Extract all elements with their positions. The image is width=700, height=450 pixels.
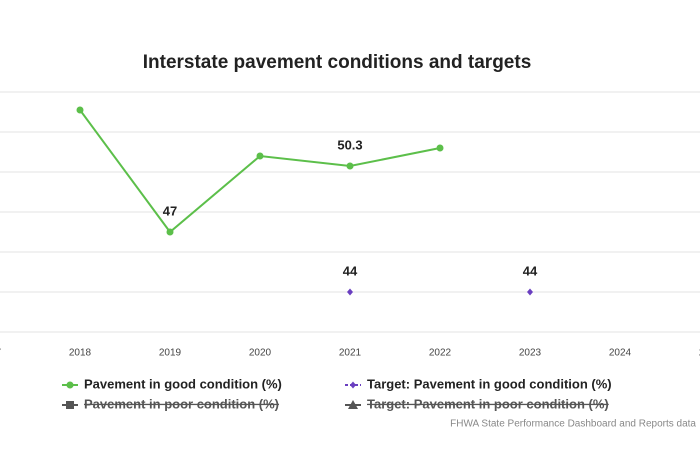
point [256,152,264,160]
legend-marker [350,381,356,389]
point [436,144,444,152]
data-label: 47 [163,203,177,218]
data-label: 44 [343,263,358,278]
legend-item[interactable]: Target: Pavement in poor condition (%) [345,396,609,411]
data-label: 44 [523,263,538,278]
x-tick-label: 2025 [699,348,700,359]
x-tick-label: 2020 [249,348,272,359]
point [76,106,84,114]
x-tick-label: 2019 [159,348,182,359]
x-tick-label: 2017 [0,348,2,359]
legend-item[interactable]: Target: Pavement in good condition (%) [345,376,612,391]
point [527,288,533,296]
legend-marker [66,401,74,409]
x-tick-label: 2018 [69,348,92,359]
data-label: 50.3 [337,137,362,152]
legend-marker [348,400,358,409]
x-tick-label: 2024 [609,348,632,359]
legend-item[interactable]: Pavement in poor condition (%) [62,396,279,411]
series-line [79,109,441,234]
x-tick-label: 2023 [519,348,542,359]
legend-label: Target: Pavement in poor condition (%) [367,396,609,411]
point [346,162,354,170]
point [166,228,174,236]
x-tick-label: 2021 [339,348,362,359]
legend-label: Target: Pavement in good condition (%) [367,376,612,391]
chart-title: Interstate pavement conditions and targe… [143,52,532,73]
x-tick-label: 2022 [429,348,452,359]
legend-label: Pavement in poor condition (%) [84,396,279,411]
legend-marker [66,381,74,389]
legend-label: Pavement in good condition (%) [84,376,282,391]
legend-item[interactable]: Pavement in good condition (%) [62,376,282,391]
point [347,288,353,296]
source: FHWA State Performance Dashboard and Rep… [450,419,696,430]
